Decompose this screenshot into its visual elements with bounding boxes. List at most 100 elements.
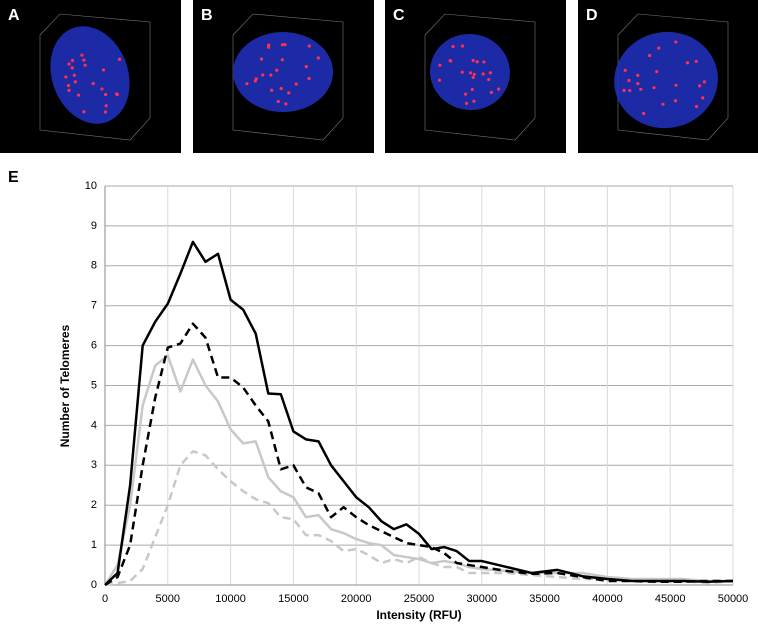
telomere-dot (73, 80, 77, 84)
series-line (104, 240, 734, 586)
telomere-dot (280, 43, 285, 47)
telomere-dot (636, 73, 640, 77)
telomere-dot (77, 93, 81, 97)
y-tick-label: 6 (91, 340, 97, 352)
x-tick-label: 5000 (156, 593, 180, 605)
telomere-dot (269, 73, 273, 77)
telomere-dot (70, 66, 74, 70)
telomere-dot (657, 46, 661, 50)
telomere-dot (471, 75, 475, 80)
telomere-dot (623, 68, 627, 72)
telomere-dot (304, 65, 308, 69)
telomere-dot (294, 82, 298, 86)
telomere-dot (472, 99, 476, 103)
telomere-dot (481, 72, 485, 76)
x-tick-label: 35000 (529, 593, 560, 605)
telomere-dot (685, 61, 690, 65)
telomere-dot (698, 84, 702, 88)
x-tick-label: 25000 (404, 593, 435, 605)
telomere-dot (91, 81, 95, 86)
nucleus (614, 31, 718, 129)
telomere-dot (622, 88, 626, 92)
telomere-dot (82, 58, 86, 62)
x-tick-label: 45000 (655, 593, 686, 605)
telomere-dot (460, 70, 464, 74)
panel-label: B (201, 7, 213, 24)
telomere-dot (628, 88, 632, 93)
x-tick-label: 40000 (592, 593, 623, 605)
y-tick-label: 4 (91, 419, 97, 431)
telomere-dot (245, 82, 249, 86)
telomere-dot (642, 111, 646, 116)
telomere-dot (648, 53, 652, 58)
telomere-dot (279, 86, 283, 91)
telomere-dot (67, 62, 71, 66)
panel-label: A (8, 7, 20, 24)
telomere-dot (104, 104, 108, 108)
x-axis-label: Intensity (RFU) (376, 608, 461, 622)
x-tick-label: 50000 (718, 593, 749, 605)
telomere-dot (487, 77, 491, 82)
telomere-dot (64, 75, 68, 79)
y-tick-label: 10 (85, 180, 97, 192)
telomere-dot (661, 102, 665, 106)
telomere-dot (460, 44, 465, 48)
telomere-dot (72, 73, 76, 77)
telomere-dot (307, 44, 311, 48)
y-tick-label: 2 (91, 499, 97, 511)
panel-label: E (8, 169, 19, 186)
telomere-dot (70, 58, 75, 63)
panel-label: C (393, 7, 405, 24)
x-tick-label: 20000 (341, 593, 372, 605)
telomere-dot (275, 68, 279, 72)
telomere-dot (280, 58, 284, 62)
wireframe (232, 13, 344, 141)
telomere-dot (254, 77, 258, 81)
telomere-dot (287, 91, 291, 95)
telomere-dot (66, 83, 71, 88)
wireframe (617, 13, 729, 141)
x-tick-label: 10000 (215, 593, 246, 605)
x-tick-label: 15000 (278, 593, 309, 605)
telomere-dot (100, 87, 104, 91)
telomere-dot (701, 96, 705, 100)
telomere-dot (694, 104, 699, 109)
telomere-dot (489, 90, 493, 94)
telomere-dot (702, 80, 706, 84)
y-tick-label: 5 (91, 379, 97, 391)
telomere-dot (267, 43, 271, 47)
telomere-dot (464, 92, 468, 96)
telomere-dot (259, 57, 264, 61)
telomere-dot (674, 83, 678, 87)
telomere-dot (673, 99, 678, 103)
telomere-dot (694, 59, 698, 63)
telomere-dot (316, 56, 320, 60)
wireframe (424, 13, 536, 141)
telomere-dot (475, 60, 479, 64)
telomere-dot (472, 72, 476, 76)
telomere-dot (283, 42, 287, 47)
telomere-dot (639, 87, 643, 91)
nucleus (233, 32, 333, 112)
telomere-dot (437, 78, 442, 82)
nucleus (50, 26, 130, 124)
telomere-dot (468, 71, 473, 75)
telomere-dot (451, 44, 455, 49)
telomere-dot (117, 57, 122, 61)
telomere-dot (276, 99, 280, 104)
telomere-dot (83, 63, 87, 67)
telomere-dot (655, 69, 659, 74)
y-tick-label: 3 (91, 459, 97, 471)
telomere-dot (80, 53, 84, 57)
telomere-dot (101, 68, 106, 72)
y-axis-label: Number of Telomeres (58, 324, 72, 447)
x-tick-label: 0 (102, 593, 108, 605)
y-tick-label: 9 (91, 220, 97, 232)
telomere-dot (270, 88, 274, 92)
series-line (104, 450, 734, 587)
telomere-dot (636, 82, 640, 86)
telomere-dot (674, 40, 678, 44)
telomere-dot (438, 63, 442, 67)
telomere-dot (482, 60, 486, 64)
y-tick-label: 7 (91, 300, 97, 312)
